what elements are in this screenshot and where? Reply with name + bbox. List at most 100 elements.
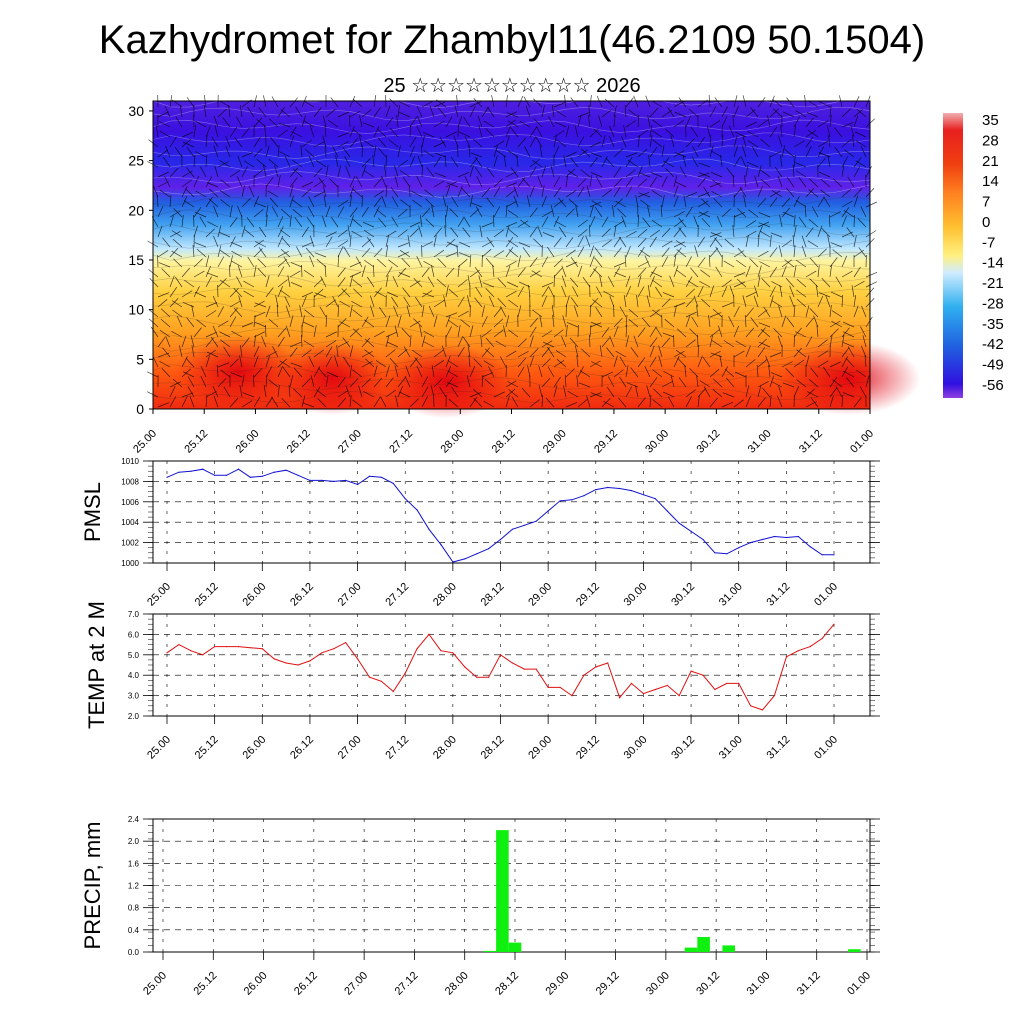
wind-barb (242, 392, 255, 398)
wind-barb (734, 131, 747, 138)
data-point (202, 654, 204, 656)
wind-barb (325, 165, 329, 178)
wind-barb (582, 276, 591, 288)
wind-barb (691, 156, 699, 168)
y-tick-label: 1002 (121, 539, 139, 548)
x-tick-label: 26.12 (288, 581, 316, 609)
wind-barb (708, 254, 711, 268)
wind-barb (195, 151, 207, 158)
wind-barb (555, 220, 567, 228)
wind-barb (745, 109, 756, 118)
wind-barb (692, 146, 699, 158)
wind-barb (517, 220, 529, 228)
wind-barb (481, 374, 484, 388)
wind-barb (841, 156, 849, 168)
wind-barb (229, 397, 239, 408)
wind-barb (793, 304, 796, 318)
data-point (511, 662, 513, 664)
wind-barb (277, 226, 284, 238)
wind-barb (794, 162, 807, 168)
wind-barb (697, 344, 700, 358)
wind-barb (507, 381, 519, 388)
wind-barb (400, 199, 411, 208)
wind-barb (253, 195, 260, 208)
wind-barb (217, 245, 222, 258)
x-tick-label: 26.12 (288, 734, 316, 762)
precip-bar (496, 830, 509, 952)
wind-barb (161, 367, 171, 378)
wind-barb (394, 175, 399, 188)
x-tick-label: 26.00 (240, 734, 268, 762)
wind-barb (416, 176, 423, 188)
wind-barb (633, 335, 639, 348)
wind-barb (349, 207, 358, 218)
wind-barb (529, 207, 538, 218)
wind-barb (253, 315, 256, 328)
data-point (583, 495, 585, 497)
wind-barb (553, 274, 555, 288)
wind-barb (697, 177, 707, 188)
wind-barb (219, 331, 231, 338)
colorbar-label: -42 (982, 336, 1004, 353)
wind-barb (444, 154, 447, 168)
wind-barb (697, 172, 710, 178)
wind-barb (805, 227, 814, 238)
wind-barb (709, 285, 715, 298)
wind-barb (651, 190, 663, 198)
wind-barb (187, 386, 195, 398)
wind-barb (505, 350, 517, 358)
wind-barb (421, 244, 423, 258)
wind-barb (712, 389, 723, 398)
wind-barb (404, 375, 411, 388)
wind-barb (149, 278, 159, 288)
wind-barb (349, 345, 354, 358)
wind-barb (601, 109, 612, 118)
wind-barb (277, 365, 284, 378)
wind-barb (709, 247, 719, 258)
wind-barb (625, 152, 638, 158)
data-point (785, 536, 788, 539)
wind-barb (150, 326, 159, 338)
wind-barb (853, 305, 859, 318)
wind-barb (447, 319, 459, 328)
wind-barb (769, 190, 781, 198)
wind-barb (169, 396, 177, 408)
wind-barb (637, 286, 645, 298)
wind-barb (586, 395, 591, 408)
wind-barb (505, 135, 510, 148)
wind-barb (711, 340, 723, 348)
data-point (345, 479, 347, 481)
wind-barb (578, 382, 591, 388)
wind-barb (577, 136, 585, 148)
wind-barb (712, 308, 723, 318)
data-point (702, 538, 704, 541)
wind-barb (719, 355, 723, 368)
x-tick-label: 26.00 (240, 581, 268, 609)
wind-barb (303, 100, 315, 108)
wind-barb (240, 345, 243, 358)
wind-barb (331, 216, 339, 228)
y-tick-label: 1008 (121, 477, 139, 486)
wind-barb (625, 230, 637, 238)
wind-barb (289, 177, 298, 188)
wind-barb (219, 100, 231, 108)
wind-barb (377, 137, 387, 148)
wind-barb (721, 106, 728, 118)
wind-barb (373, 145, 377, 158)
wind-barb (733, 135, 738, 148)
x-tick-label: 30.12 (669, 734, 697, 762)
wind-barb (613, 325, 619, 338)
data-point (714, 552, 716, 554)
wind-barb (685, 315, 691, 328)
wind-barb (829, 265, 832, 278)
wind-barb (758, 222, 771, 228)
wind-barb (493, 178, 503, 188)
wind-barb (853, 235, 857, 248)
data-point (630, 682, 633, 685)
wind-barb (486, 236, 495, 248)
wind-barb (807, 391, 819, 398)
wind-barb (352, 98, 363, 108)
y-tick-label: 4.0 (128, 671, 140, 680)
wind-barb (662, 332, 675, 338)
wind-barb (493, 145, 498, 158)
